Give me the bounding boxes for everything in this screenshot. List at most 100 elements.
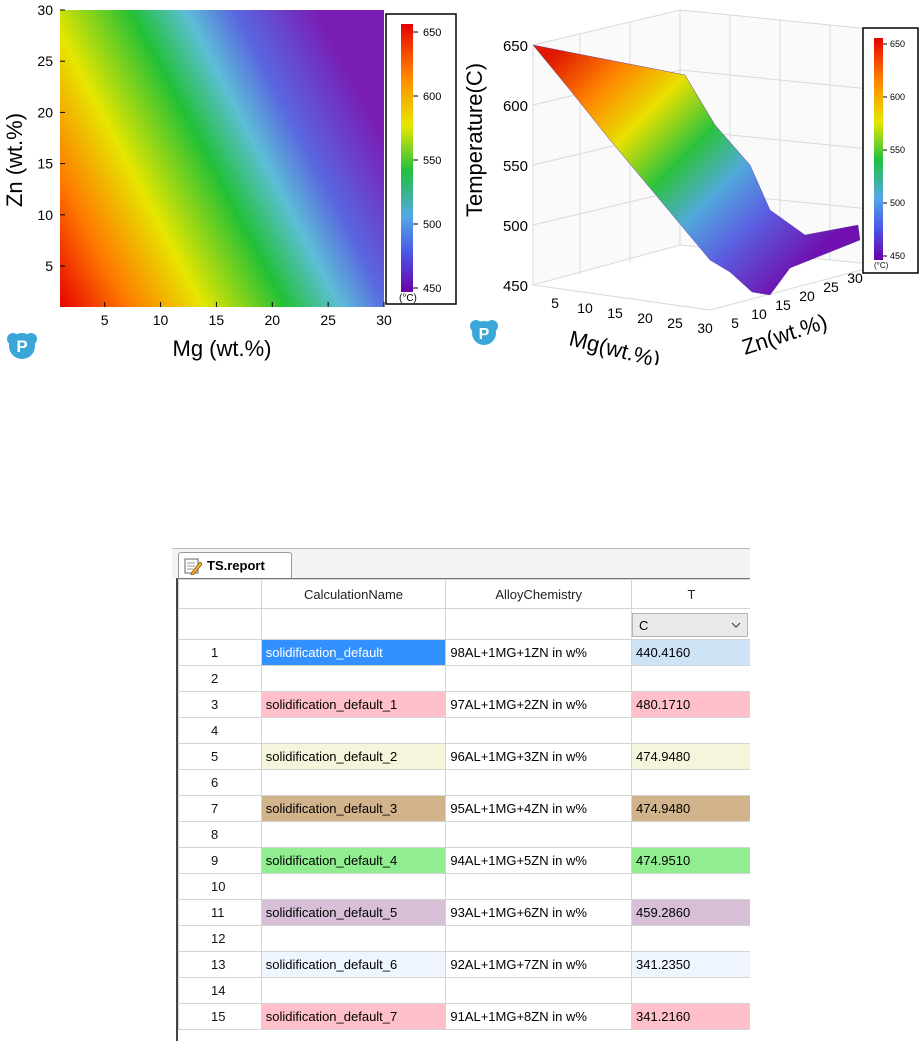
heatmap-x-label: Mg (wt.%) <box>173 336 272 361</box>
cell-alloy-chemistry[interactable]: 96AL+1MG+3ZN in w% <box>445 743 632 770</box>
report-window: TS.report CalculationName AlloyChemistry… <box>172 548 750 1041</box>
row-number: 4 <box>178 717 262 744</box>
heatmap-colorbar-tick-label: 600 <box>423 91 441 103</box>
cell-calculation-name[interactable] <box>260 665 447 692</box>
table-row[interactable]: 10 <box>178 873 750 900</box>
table-row[interactable]: 12 <box>178 925 750 952</box>
cell-alloy-chemistry[interactable] <box>445 821 632 848</box>
cell-temperature[interactable] <box>631 665 750 692</box>
table-row[interactable]: 6 <box>178 769 750 796</box>
heatmap-x-tick-label: 25 <box>320 312 336 328</box>
cell-alloy-chemistry[interactable]: 94AL+1MG+5ZN in w% <box>445 847 632 874</box>
heatmap-y-tick-label: 15 <box>37 156 53 172</box>
surface-x-tick-label: 30 <box>697 320 713 336</box>
table-row[interactable]: 8 <box>178 821 750 848</box>
report-grid: CalculationName AlloyChemistry T C <box>176 578 750 1041</box>
table-row[interactable]: 1 solidification_default 98AL+1MG+1ZN in w… <box>178 639 750 666</box>
cell-calculation-name[interactable] <box>260 717 447 744</box>
row-number: 9 <box>178 847 262 874</box>
cell-temperature[interactable] <box>631 821 750 848</box>
cell-temperature[interactable]: 480.1710 <box>631 691 750 718</box>
heatmap-y-tick-label: 20 <box>37 104 53 120</box>
table-row[interactable]: 14 <box>178 977 750 1004</box>
tab-ts-report[interactable]: TS.report <box>178 552 292 578</box>
cell-alloy-chemistry[interactable] <box>445 717 632 744</box>
cell-calculation-name[interactable] <box>260 925 447 952</box>
table-row[interactable]: 15 solidification_default_7 91AL+1MG+8ZN i… <box>178 1003 750 1030</box>
cell-calculation-name[interactable]: solidification_default_3 <box>260 795 447 822</box>
table-row[interactable]: 2 <box>178 665 750 692</box>
cell-temperature[interactable] <box>631 925 750 952</box>
table-row[interactable]: 4 <box>178 717 750 744</box>
cell-alloy-chemistry[interactable] <box>445 977 632 1004</box>
surface-x-tick-label: 5 <box>551 295 559 311</box>
surface-colorbar <box>874 38 883 260</box>
column-header-alloy-chemistry[interactable]: AlloyChemistry <box>445 579 632 609</box>
row-number: 7 <box>178 795 262 822</box>
cell-temperature[interactable] <box>631 717 750 744</box>
table-row[interactable]: 3 solidification_default_1 97AL+1MG+2ZN in… <box>178 691 750 718</box>
cell-temperature[interactable]: 474.9510 <box>631 847 750 874</box>
cell-temperature[interactable]: 440.4160 <box>631 639 750 666</box>
pandat-logo-icon: P <box>470 320 498 345</box>
cell-calculation-name[interactable]: solidification_default_6 <box>260 951 447 978</box>
cell-temperature[interactable]: 341.2160 <box>631 1003 750 1030</box>
cell-alloy-chemistry[interactable] <box>445 769 632 796</box>
cell-alloy-chemistry[interactable] <box>445 665 632 692</box>
column-header-t[interactable]: T <box>631 579 750 609</box>
table-row[interactable]: 13 solidification_default_6 92AL+1MG+7ZN i… <box>178 951 750 978</box>
cell-alloy-chemistry[interactable]: 93AL+1MG+6ZN in w% <box>445 899 632 926</box>
cell-alloy-chemistry[interactable]: 92AL+1MG+7ZN in w% <box>445 951 632 978</box>
heatmap-y-tick-label: 25 <box>37 53 53 69</box>
row-number: 12 <box>178 925 262 952</box>
surface-y-tick-label: 10 <box>751 306 767 322</box>
cell-alloy-chemistry[interactable]: 97AL+1MG+2ZN in w% <box>445 691 632 718</box>
heatmap-x-tick-label: 20 <box>264 312 280 328</box>
tab-label: TS.report <box>207 558 265 573</box>
cell-calculation-name[interactable] <box>260 769 447 796</box>
cell-temperature[interactable]: 474.9480 <box>631 743 750 770</box>
cell-calculation-name[interactable]: solidification_default_4 <box>260 847 447 874</box>
cell-calculation-name[interactable]: solidification_default_2 <box>260 743 447 770</box>
unit-dropdown[interactable]: C <box>632 613 748 637</box>
unit-cell: C <box>631 608 750 640</box>
row-number: 8 <box>178 821 262 848</box>
cell-temperature[interactable] <box>631 769 750 796</box>
table-row[interactable]: 9 solidification_default_4 94AL+1MG+5ZN in… <box>178 847 750 874</box>
cell-alloy-chemistry[interactable] <box>445 873 632 900</box>
cell-temperature[interactable]: 474.9480 <box>631 795 750 822</box>
table-row[interactable]: 11 solidification_default_5 93AL+1MG+6ZN i… <box>178 899 750 926</box>
table-row[interactable]: 5 solidification_default_2 96AL+1MG+3ZN in… <box>178 743 750 770</box>
surface-z-label: Temperature(C) <box>462 63 487 217</box>
cell-temperature[interactable] <box>631 977 750 1004</box>
heatmap-colorbar-tick-label: 500 <box>423 219 441 231</box>
unit-row-blank <box>445 608 632 640</box>
cell-alloy-chemistry[interactable]: 91AL+1MG+8ZN in w% <box>445 1003 632 1030</box>
cell-alloy-chemistry[interactable] <box>445 925 632 952</box>
column-header-calculation-name[interactable]: CalculationName <box>260 579 447 609</box>
pandat-logo-icon: P <box>7 333 37 359</box>
row-number: 5 <box>178 743 262 770</box>
cell-temperature[interactable]: 459.2860 <box>631 899 750 926</box>
heatmap-colorbar-tick-label: 450 <box>423 283 441 295</box>
surface-colorbar-tick-label: 500 <box>890 198 905 208</box>
svg-text:P: P <box>16 337 27 356</box>
cell-calculation-name[interactable] <box>260 873 447 900</box>
surface-z-tick-label: 550 <box>503 158 528 175</box>
surface-z-tick-label: 600 <box>503 98 528 115</box>
cell-calculation-name[interactable]: solidification_default_1 <box>260 691 447 718</box>
cell-temperature[interactable] <box>631 873 750 900</box>
cell-calculation-name[interactable]: solidification_default_5 <box>260 899 447 926</box>
cell-calculation-name[interactable] <box>260 821 447 848</box>
cell-temperature[interactable]: 341.2350 <box>631 951 750 978</box>
surface-y-tick-label: 30 <box>847 270 863 286</box>
cell-calculation-name[interactable] <box>260 977 447 1004</box>
cell-alloy-chemistry[interactable]: 95AL+1MG+4ZN in w% <box>445 795 632 822</box>
cell-calculation-name[interactable]: solidification_default <box>260 639 447 666</box>
table-row[interactable]: 7 solidification_default_3 95AL+1MG+4ZN in… <box>178 795 750 822</box>
cell-alloy-chemistry[interactable]: 98AL+1MG+1ZN in w% <box>445 639 632 666</box>
surface-y-tick-label: 25 <box>823 279 839 295</box>
cell-calculation-name[interactable]: solidification_default_7 <box>260 1003 447 1030</box>
row-number: 10 <box>178 873 262 900</box>
